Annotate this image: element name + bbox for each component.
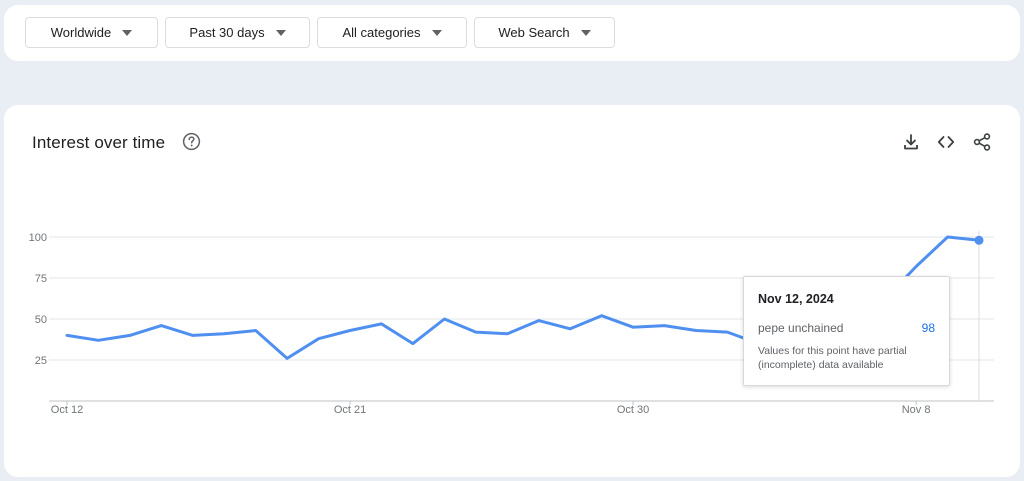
x-tick-label: Nov 8 (902, 404, 931, 416)
embed-icon[interactable] (936, 132, 956, 152)
search-type-filter[interactable]: Web Search (474, 17, 615, 48)
download-icon[interactable] (901, 132, 921, 152)
time-range-filter[interactable]: Past 30 days (165, 17, 310, 48)
chevron-down-icon (275, 29, 286, 36)
chevron-down-icon (431, 29, 442, 36)
tooltip-note: Values for this point have partial (inco… (758, 345, 907, 371)
card-title: Interest over time (32, 133, 166, 152)
data-point-tooltip: Nov 12, 2024 pepe unchained 98 Values fo… (743, 276, 950, 386)
y-tick-label: 25 (35, 355, 47, 367)
share-icon[interactable] (972, 132, 992, 152)
search-type-filter-label: Web Search (498, 25, 570, 40)
category-filter[interactable]: All categories (317, 17, 467, 48)
region-filter[interactable]: Worldwide (25, 17, 158, 48)
tooltip-value: 98 (921, 321, 935, 335)
x-tick-label: Oct 30 (617, 404, 649, 416)
chevron-down-icon (580, 29, 591, 36)
y-tick-label: 75 (35, 273, 47, 285)
x-tick-label: Oct 12 (51, 404, 83, 416)
tooltip-date: Nov 12, 2024 (758, 292, 834, 306)
tooltip-term: pepe unchained (758, 321, 844, 335)
highlighted-data-point[interactable] (974, 235, 984, 245)
x-tick-label: Oct 21 (334, 404, 366, 416)
y-tick-label: 100 (29, 232, 47, 244)
help-icon[interactable] (182, 132, 201, 151)
region-filter-label: Worldwide (50, 25, 112, 40)
interest-over-time-card: Interest over time 25 50 75 100 Oct 12 Oct 2… (4, 105, 1020, 477)
y-tick-label: 50 (35, 314, 47, 326)
time-range-filter-label: Past 30 days (189, 25, 265, 40)
category-filter-label: All categories (342, 25, 421, 40)
chevron-down-icon (122, 29, 133, 36)
filter-bar: Worldwide Past 30 days All categories We… (4, 5, 1020, 61)
